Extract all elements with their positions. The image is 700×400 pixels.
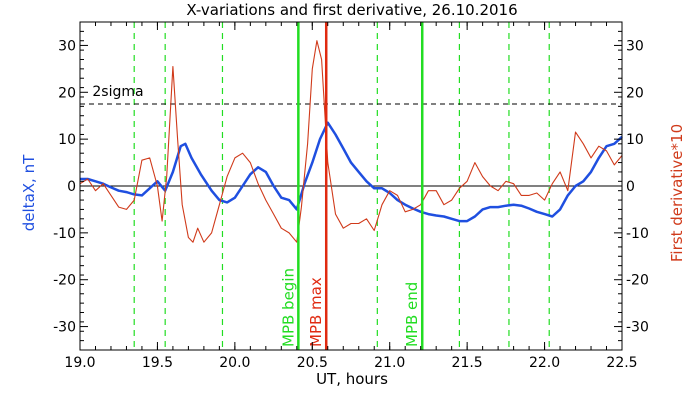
x-tick-label: 22.5	[606, 355, 637, 371]
y-axis-label-right: First derivative*10	[668, 124, 686, 262]
y-tick-label-left: 0	[67, 179, 76, 195]
x-tick-label: 20.5	[297, 355, 328, 371]
y-tick-label-right: -30	[626, 320, 649, 336]
chart-series	[79, 40, 623, 243]
sigma-label: 2sigma	[92, 84, 143, 100]
y-tick-label-right: -10	[626, 226, 649, 242]
y-tick-label-left: 10	[58, 132, 76, 148]
chart-title: X-variations and first derivative, 26.10…	[186, 1, 517, 19]
x-tick-label: 21.5	[452, 355, 483, 371]
x-tick-label: 19.5	[142, 355, 173, 371]
x-tick-label: 20.0	[219, 355, 250, 371]
y-tick-label-right: 20	[626, 85, 644, 101]
y-tick-label-left: -20	[53, 273, 76, 289]
x-axis-label: UT, hours	[316, 370, 388, 388]
x-tick-label: 21.0	[374, 355, 405, 371]
y-tick-label-left: 20	[58, 85, 76, 101]
x-tick-label: 19.0	[64, 355, 95, 371]
y-tick-label-left: 30	[58, 38, 76, 54]
x-tick-label: 22.0	[529, 355, 560, 371]
y-tick-label-right: 0	[626, 179, 635, 195]
marker-label: MPB begin	[279, 268, 297, 347]
series-line-derivative	[79, 40, 623, 243]
marker-label: MPB max	[307, 277, 325, 347]
chart-markers: MPB begin MPB max MPB end	[279, 22, 424, 350]
y-axis-label-left: deltaX, nT	[20, 154, 38, 231]
marker-label: MPB end	[403, 282, 421, 347]
y-tick-label-left: -30	[53, 320, 76, 336]
series-line-deltaX	[80, 121, 623, 223]
y-tick-label-right: -20	[626, 273, 649, 289]
y-tick-label-right: 30	[626, 38, 644, 54]
chart-axes: 19.0 19.5 20.0 20.5 21.0 21.5 22.0 22.5 -30 -30 -2…	[53, 21, 649, 371]
y-tick-label-right: 10	[626, 132, 644, 148]
y-tick-label-left: -10	[53, 226, 76, 242]
